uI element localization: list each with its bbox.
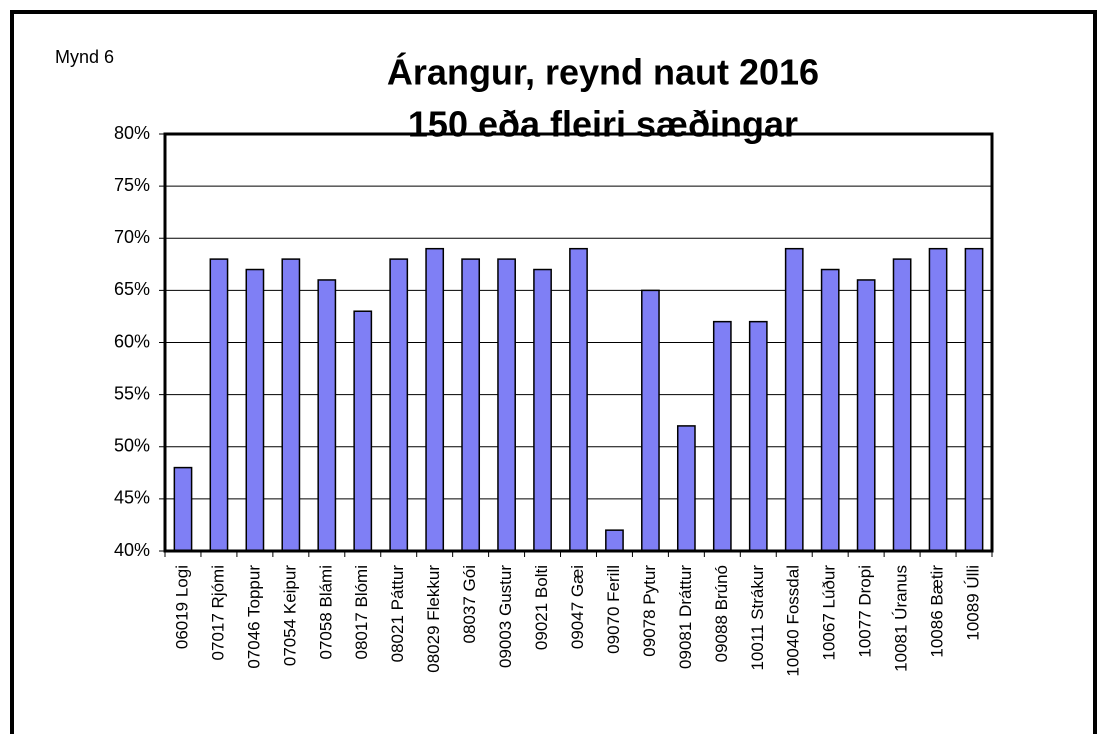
bar — [245, 268, 265, 552]
bar — [820, 268, 840, 552]
x-tick-label: 10067 Lúður — [820, 565, 839, 661]
x-tick-label: 10081 Úranus — [892, 565, 911, 672]
x-tick-label: 07058 Blámi — [316, 565, 335, 660]
y-tick-label: 55% — [114, 383, 150, 403]
frame — [10, 10, 1097, 734]
x-tick-label: 09003 Gustur — [496, 565, 515, 668]
y-tick-label: 45% — [114, 488, 150, 508]
figure-label: Mynd 6 — [55, 47, 114, 67]
x-tick-label: 10011 Strákur — [748, 565, 767, 671]
bar — [497, 258, 516, 552]
bar — [317, 279, 337, 552]
bar — [748, 320, 768, 552]
x-tick-label: 09070 Ferill — [604, 565, 623, 654]
y-tick-label: 65% — [114, 279, 150, 299]
x-tick-label: 10040 Fossdal — [784, 565, 803, 677]
chart-title: Árangur, reynd naut 2016 — [387, 52, 819, 93]
bar — [209, 258, 229, 552]
bar — [784, 247, 804, 552]
y-tick-label: 50% — [114, 436, 150, 456]
bar — [173, 466, 193, 552]
bar — [892, 258, 912, 552]
chart-subtitle: 150 eða fleiri sæðingar — [408, 104, 798, 145]
bar — [569, 247, 588, 552]
y-tick-label: 75% — [114, 175, 150, 195]
y-tick-label: 70% — [114, 227, 150, 247]
plot-border — [163, 132, 994, 553]
x-tick-label: 08037 Gói — [460, 565, 479, 643]
x-tick-label: 09021 Bolti — [532, 565, 551, 650]
bar — [461, 258, 481, 552]
x-tick-label: 07054 Keipur — [280, 565, 299, 666]
y-tick-label: 80% — [114, 123, 150, 143]
x-tick-label: 09047 Gæi — [568, 565, 587, 649]
x-tick-label: 07046 Toppur — [244, 565, 263, 669]
x-tick-label: 08029 Flekkur — [424, 565, 443, 673]
bar — [425, 247, 445, 552]
bar — [856, 279, 876, 552]
x-tick-label: 09078 Pytur — [640, 565, 659, 657]
x-tick-label: 10089 Úlli — [964, 565, 983, 641]
bar — [676, 425, 696, 552]
bar — [533, 268, 552, 552]
x-tick-label: 10086 Bætir — [928, 565, 947, 658]
x-tick-label: 09081 Dráttur — [676, 565, 695, 669]
x-tick-label: 08021 Páttur — [388, 565, 407, 663]
bar — [641, 289, 660, 552]
x-tick-label: 10077 Dropi — [856, 565, 875, 658]
y-tick-label: 40% — [114, 540, 150, 560]
bar — [281, 258, 301, 552]
x-tick-label: 08017 Blómi — [352, 565, 371, 660]
bar — [605, 529, 624, 552]
bar — [928, 247, 948, 552]
y-tick-label: 60% — [114, 331, 150, 351]
x-tick-label: 06019 Logi — [172, 565, 191, 649]
x-tick-label: 07017 Rjómi — [208, 565, 227, 660]
bar — [389, 258, 409, 552]
x-tick-label: 09088 Brúnó — [712, 565, 731, 662]
bar — [964, 247, 984, 552]
bar — [353, 310, 373, 552]
bar — [712, 320, 732, 552]
